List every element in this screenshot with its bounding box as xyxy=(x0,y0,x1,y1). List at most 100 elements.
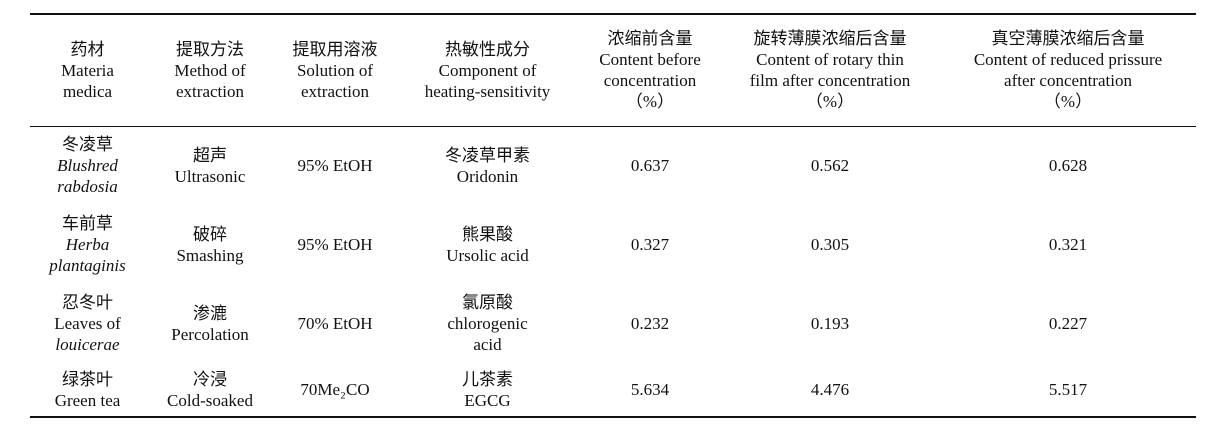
cell-line: Blushred xyxy=(57,156,118,176)
cell-text: 0.327 xyxy=(630,235,670,254)
cell-text: 4.476 xyxy=(810,380,850,399)
header-row: 药材 Materia medica 提取方法 Method of extraction 提取… xyxy=(30,14,1196,126)
table-cell: 95% EtOH xyxy=(275,126,395,205)
header-line: film after concentration xyxy=(749,71,911,91)
table-cell: 0.628 xyxy=(940,126,1196,205)
cell-line: Cold-soaked xyxy=(167,390,253,410)
table-cell: 0.193 xyxy=(720,284,940,363)
header-line: heating-sensitivity xyxy=(424,81,551,101)
table-cell: 0.321 xyxy=(940,205,1196,284)
cell-line: 熊果酸 xyxy=(462,224,513,244)
cell-line: 破碎 xyxy=(193,224,227,244)
header-cell: 真空薄膜浓缩后含量 Content of reduced prissure afte… xyxy=(940,14,1196,126)
header-line: extraction xyxy=(176,81,244,101)
table-cell: 绿茶叶 Green tea xyxy=(30,363,145,417)
header-line: Solution of xyxy=(296,60,374,80)
cell-text: 95% EtOH xyxy=(297,235,373,254)
cell-line: 冬凌草 xyxy=(62,135,113,155)
header-line: Materia xyxy=(61,60,114,80)
cell-line: EGCG xyxy=(464,390,511,410)
header-line: （%） xyxy=(1043,92,1093,112)
header-line: medica xyxy=(62,81,113,101)
table-cell: 0.637 xyxy=(580,126,720,205)
cell-line: plantaginis xyxy=(49,256,126,275)
cell-line: 绿茶叶 xyxy=(62,369,113,389)
cell-line: rabdosia xyxy=(57,177,118,197)
header-cell: 提取方法 Method of extraction xyxy=(145,14,275,126)
data-table: 药材 Materia medica 提取方法 Method of extraction 提取… xyxy=(30,13,1196,418)
table-cell: 70% EtOH xyxy=(275,284,395,363)
table-cell: 冬凌草 Blushred rabdosia xyxy=(30,126,145,205)
cell-line: 冷浸 xyxy=(193,369,227,389)
cell-line: chlorogenic xyxy=(447,314,528,333)
cell-text: 0.628 xyxy=(1048,156,1088,176)
header-cell: 提取用溶液 Solution of extraction xyxy=(275,14,395,126)
cell-line: Smashing xyxy=(176,245,244,265)
header-line: Content before xyxy=(599,50,701,70)
cell-text: 0.193 xyxy=(810,314,850,333)
table-cell: 超声 Ultrasonic xyxy=(145,126,275,205)
cell-text: 0.562 xyxy=(810,156,850,176)
table-row: 忍冬叶 Leaves of louicerae 渗漉 Percolation 70% Et… xyxy=(30,284,1196,363)
table-cell: 儿茶素 EGCG xyxy=(395,363,580,417)
cell-text: 70Me₂CO xyxy=(300,380,370,399)
cell-line: 氯原酸 xyxy=(462,293,513,312)
table-cell: 5.634 xyxy=(580,363,720,417)
header-line: after concentration xyxy=(1004,71,1132,91)
header-line: 提取用溶液 xyxy=(292,39,378,59)
table-cell: 冷浸 Cold-soaked xyxy=(145,363,275,417)
cell-text: 0.305 xyxy=(810,235,850,254)
header-line: 热敏性成分 xyxy=(445,39,530,59)
header-line: Component of xyxy=(438,60,537,80)
header-line: 真空薄膜浓缩后含量 xyxy=(991,29,1145,49)
header-line: Method of xyxy=(174,60,246,80)
cell-line: Percolation xyxy=(171,324,249,344)
header-line: 药材 xyxy=(70,39,105,59)
table-row: 车前草 Herba plantaginis 破碎 Smashing 95% EtOH 熊果酸… xyxy=(30,205,1196,284)
table-cell: 0.232 xyxy=(580,284,720,363)
cell-line: 渗漉 xyxy=(193,303,227,323)
header-cell: 浓缩前含量 Content before concentration （%） xyxy=(580,14,720,126)
header-cell: 热敏性成分 Component of heating-sensitivity xyxy=(395,14,580,126)
cell-line: 儿茶素 xyxy=(462,369,513,389)
cell-line: Ultrasonic xyxy=(174,166,246,186)
table-cell: 0.562 xyxy=(720,126,940,205)
table-cell: 0.227 xyxy=(940,284,1196,363)
cell-line: 车前草 xyxy=(62,214,113,233)
cell-line: Leaves of xyxy=(54,314,121,333)
cell-text: 0.227 xyxy=(1048,314,1088,333)
table-cell: 氯原酸 chlorogenic acid xyxy=(395,284,580,363)
header-line: 浓缩前含量 xyxy=(607,29,693,49)
table-body: 冬凌草 Blushred rabdosia 超声 Ultrasonic 95% EtOH 冬… xyxy=(30,126,1196,417)
header-line: Content of rotary thin xyxy=(756,50,904,70)
cell-line: Green tea xyxy=(54,390,121,410)
header-line: 提取方法 xyxy=(176,39,244,59)
header-line: （%） xyxy=(805,92,855,112)
table-row: 冬凌草 Blushred rabdosia 超声 Ultrasonic 95% EtOH 冬… xyxy=(30,126,1196,205)
table-cell: 95% EtOH xyxy=(275,205,395,284)
cell-text: 95% EtOH xyxy=(297,156,373,176)
cell-line: acid xyxy=(473,335,502,354)
table-cell: 车前草 Herba plantaginis xyxy=(30,205,145,284)
header-cell: 旋转薄膜浓缩后含量 Content of rotary thin film afte… xyxy=(720,14,940,126)
table-cell: 熊果酸 Ursolic acid xyxy=(395,205,580,284)
cell-text: 5.634 xyxy=(630,380,670,399)
table-cell: 5.517 xyxy=(940,363,1196,417)
table-cell: 渗漉 Percolation xyxy=(145,284,275,363)
table-cell: 冬凌草甲素 Oridonin xyxy=(395,126,580,205)
header-cell: 药材 Materia medica xyxy=(30,14,145,126)
table-cell: 4.476 xyxy=(720,363,940,417)
table-cell: 0.305 xyxy=(720,205,940,284)
table-row: 绿茶叶 Green tea 冷浸 Cold-soaked 70Me₂CO 儿茶素 EGCG 5… xyxy=(30,363,1196,417)
table-cell: 忍冬叶 Leaves of louicerae xyxy=(30,284,145,363)
header-line: （%） xyxy=(625,92,675,112)
cell-line: Ursolic acid xyxy=(446,245,529,265)
header-line: extraction xyxy=(301,81,369,101)
cell-line: 冬凌草甲素 xyxy=(445,145,530,165)
cell-text: 0.637 xyxy=(630,156,670,176)
cell-text: 0.321 xyxy=(1048,235,1088,254)
table-cell: 破碎 Smashing xyxy=(145,205,275,284)
header-line: 旋转薄膜浓缩后含量 xyxy=(753,29,907,49)
table-cell: 0.327 xyxy=(580,205,720,284)
